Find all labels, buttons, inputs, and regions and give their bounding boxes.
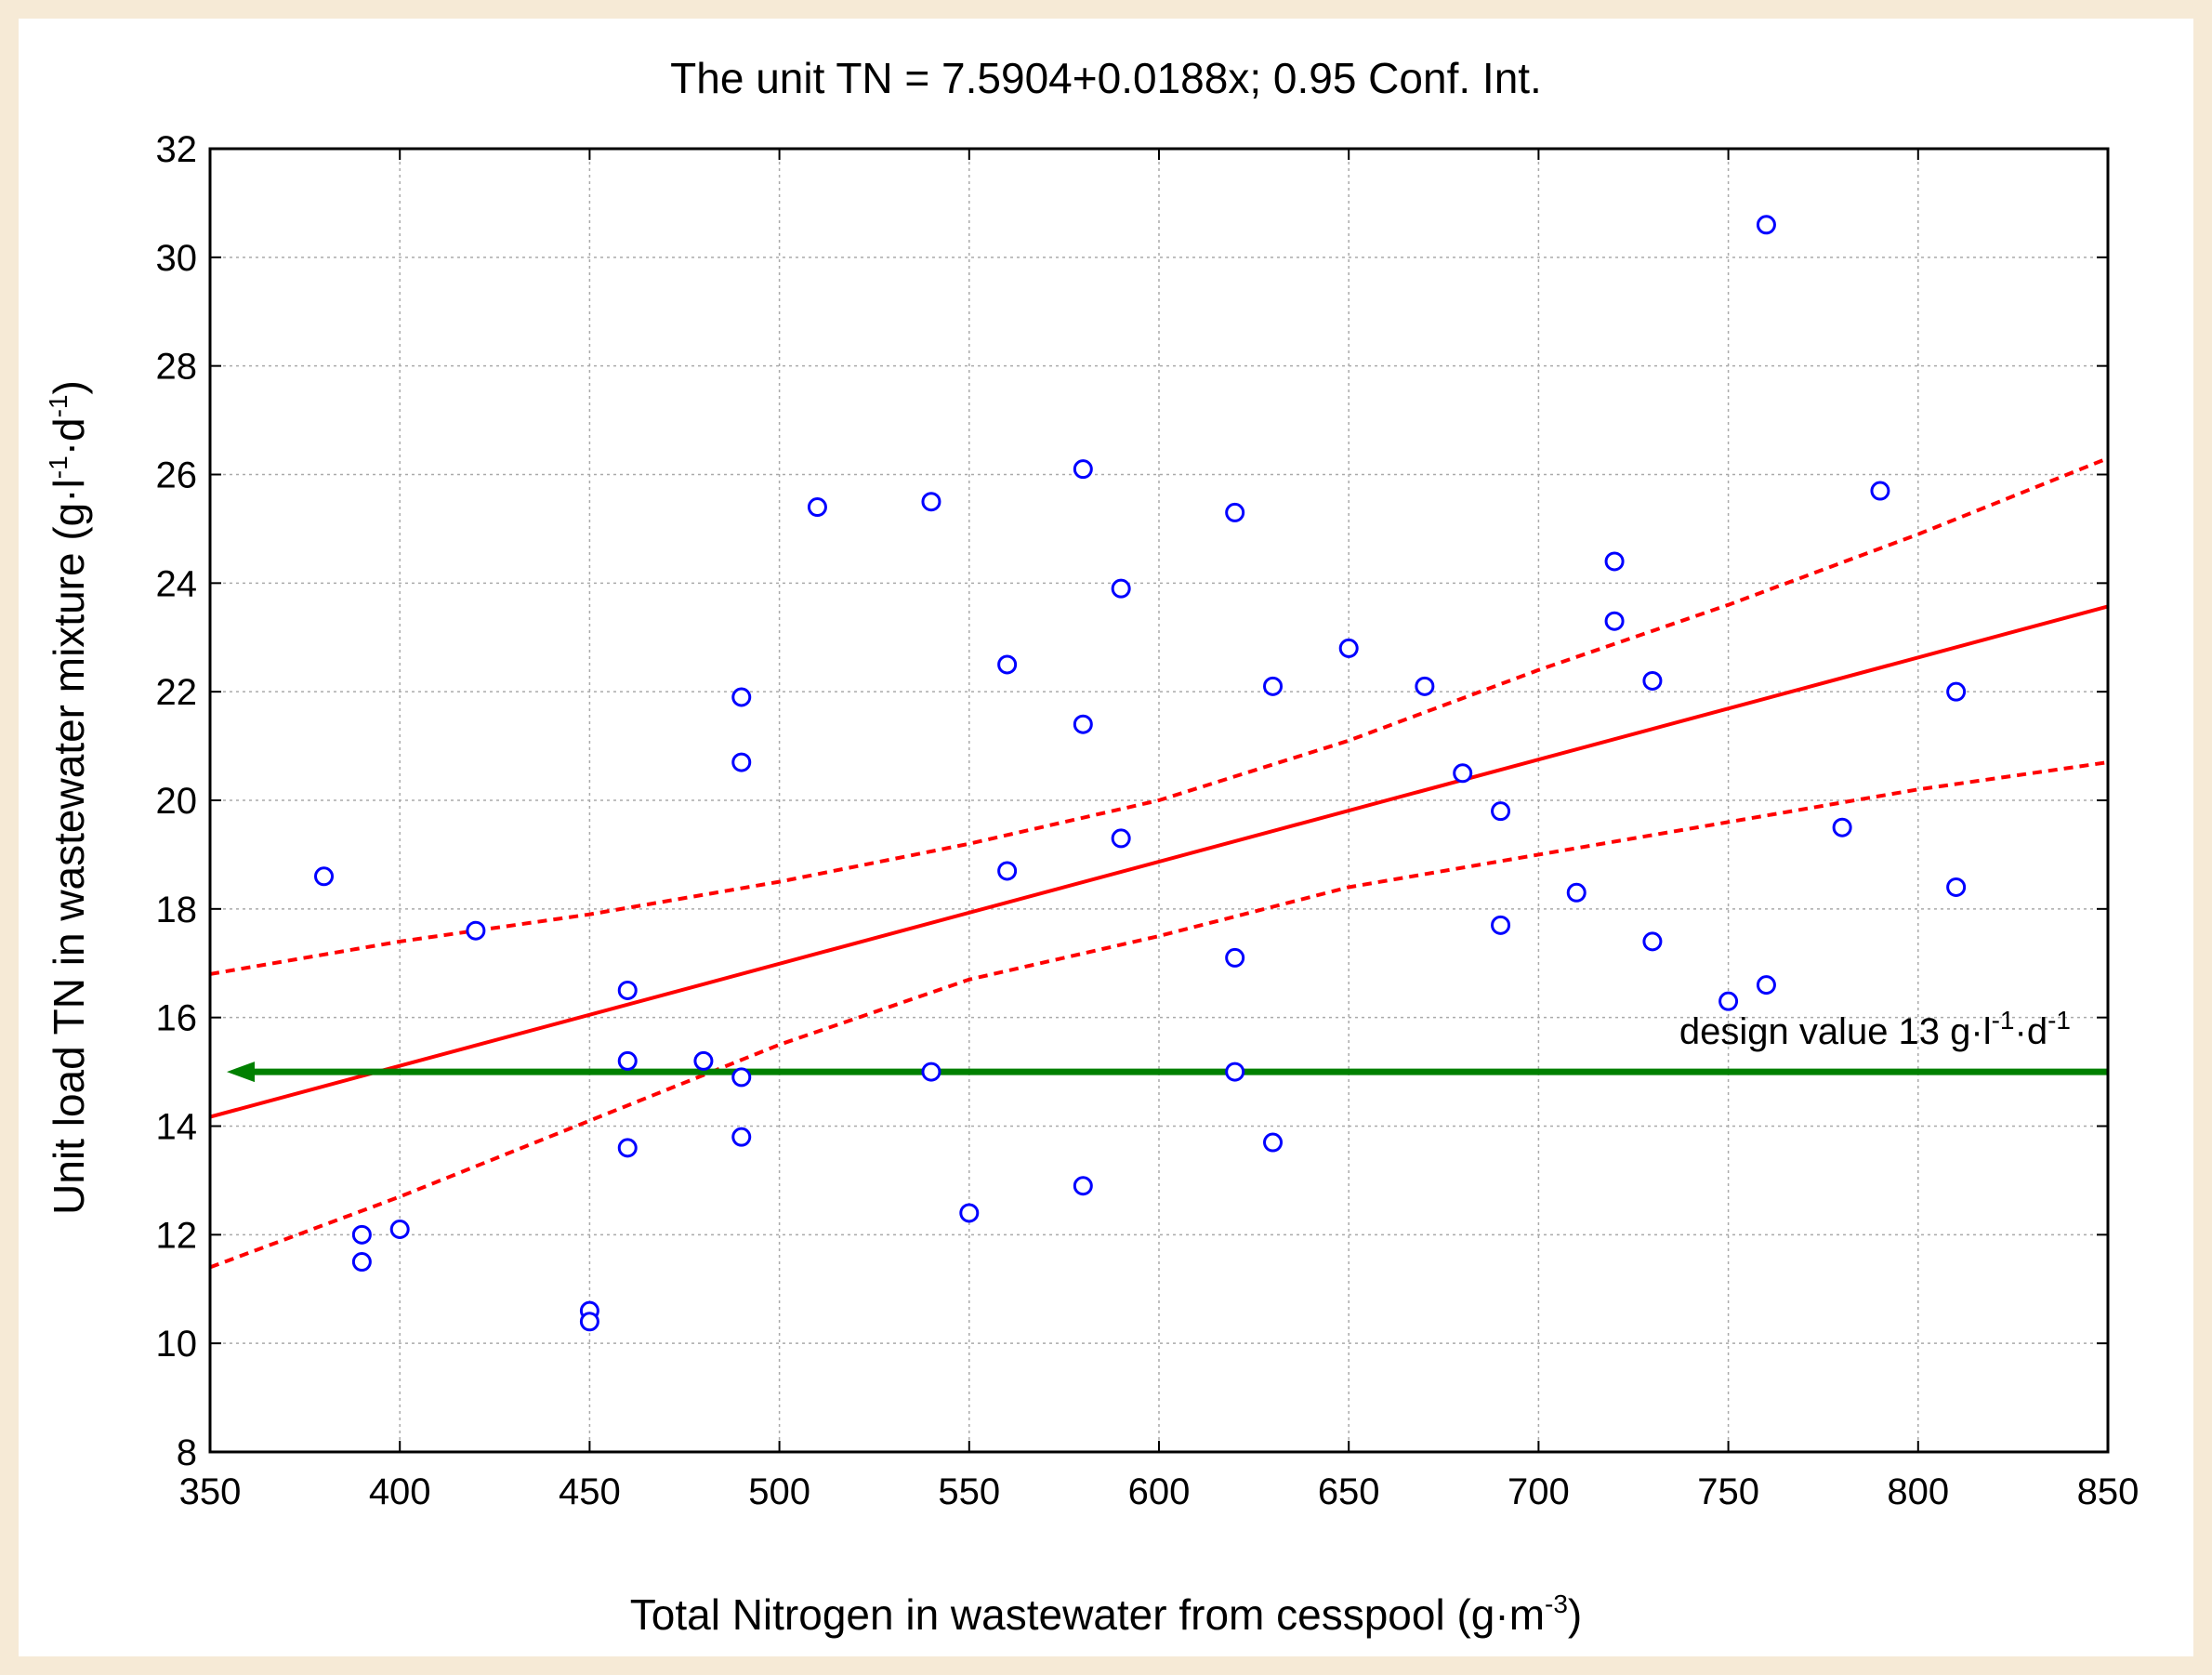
data-point <box>921 1062 941 1082</box>
y-axis-title-sup2: -1 <box>44 394 72 417</box>
data-point <box>1946 877 1967 897</box>
data-point <box>921 492 941 512</box>
data-point <box>1491 801 1511 822</box>
chart-frame: 350 400 450 500 550 600 650 700 750 800 850 8 10 12 1… <box>19 19 2193 1656</box>
data-point <box>731 1127 752 1147</box>
data-point <box>731 752 752 772</box>
x-tick-label: 600 <box>1128 1471 1191 1512</box>
data-point <box>1832 817 1852 838</box>
chart-title: The unit TN = 7.5904+0.0188x; 0.95 Conf.… <box>670 54 1542 102</box>
data-point <box>1111 578 1131 599</box>
y-axis-title-close: ) <box>45 380 93 394</box>
regression-line <box>209 604 2109 1119</box>
data-point <box>1111 828 1131 849</box>
y-tick-label: 22 <box>156 672 198 713</box>
data-point <box>1225 1062 1245 1082</box>
data-point <box>1642 931 1663 952</box>
y-tick-label: 12 <box>156 1215 198 1256</box>
design-value-label-mid: ·d <box>2015 1011 2048 1052</box>
y-axis-ticks: 8 10 12 14 16 18 20 22 24 26 28 30 32 <box>156 129 2108 1473</box>
data-point <box>617 1050 638 1071</box>
data-point <box>807 497 827 518</box>
y-tick-label: 18 <box>156 890 198 930</box>
x-tick-label: 800 <box>1887 1471 1949 1512</box>
data-point <box>1453 763 1473 784</box>
y-tick-label: 24 <box>156 563 198 604</box>
y-tick-label: 20 <box>156 781 198 822</box>
data-point <box>1225 502 1245 522</box>
y-axis-title-prefix: Unit load TN in wastewater mixture (g·l <box>45 479 93 1215</box>
x-axis-title: Total Nitrogen in wastewater from cesspo… <box>630 1589 1583 1639</box>
data-point <box>731 1067 752 1088</box>
data-point <box>997 861 1018 881</box>
x-axis-title-close: ) <box>1568 1590 1582 1639</box>
data-point <box>959 1203 980 1223</box>
data-point <box>1604 611 1625 631</box>
design-value-label: design value 13 g·l-1·d-1 <box>1679 1006 2071 1052</box>
data-point <box>1870 481 1890 501</box>
data-point <box>1946 681 1967 702</box>
data-point <box>1073 714 1093 734</box>
x-tick-label: 400 <box>369 1471 431 1512</box>
y-tick-label: 30 <box>156 238 198 279</box>
design-value-label-text: design value 13 g·l <box>1679 1011 1992 1052</box>
x-tick-label: 850 <box>2077 1471 2140 1512</box>
y-tick-label: 8 <box>177 1432 197 1473</box>
data-point <box>1604 551 1625 572</box>
data-point <box>351 1224 372 1245</box>
data-point <box>1073 1176 1093 1196</box>
x-tick-label: 350 <box>179 1471 242 1512</box>
data-point <box>997 654 1018 675</box>
data-point <box>693 1050 714 1071</box>
data-point <box>1073 459 1093 480</box>
data-point <box>314 866 335 887</box>
x-tick-label: 700 <box>1508 1471 1570 1512</box>
data-point <box>1338 638 1359 658</box>
data-point <box>351 1252 372 1273</box>
regression-layer <box>209 604 2109 1119</box>
design-value-layer <box>227 1062 2108 1083</box>
data-point <box>1263 1132 1284 1153</box>
x-axis-title-sup: -3 <box>1545 1589 1568 1618</box>
data-point <box>1566 882 1587 903</box>
data-point <box>731 687 752 707</box>
x-tick-label: 450 <box>559 1471 621 1512</box>
y-axis-title-mid: ·d <box>45 417 93 455</box>
data-point <box>1491 915 1511 935</box>
x-tick-label: 500 <box>748 1471 810 1512</box>
design-value-label-sup1: -1 <box>1992 1006 2015 1035</box>
data-point <box>1263 676 1284 696</box>
data-points <box>314 215 1967 1332</box>
x-axis-ticks: 350 400 450 500 550 600 650 700 750 800 850 <box>179 149 2140 1512</box>
data-point <box>1225 947 1245 968</box>
y-tick-label: 26 <box>156 455 198 496</box>
design-value-arrow <box>227 1062 255 1083</box>
y-tick-label: 10 <box>156 1324 198 1365</box>
confidence-interval-layer <box>209 456 2109 1270</box>
data-point <box>389 1219 410 1239</box>
x-axis-title-text: Total Nitrogen in wastewater from cesspo… <box>630 1590 1545 1639</box>
data-point <box>1718 991 1739 1011</box>
y-tick-label: 16 <box>156 998 198 1039</box>
data-point <box>1756 215 1776 235</box>
x-tick-label: 650 <box>1318 1471 1380 1512</box>
y-tick-label: 14 <box>156 1107 198 1148</box>
y-axis-title-sup1: -1 <box>44 455 72 479</box>
x-tick-label: 550 <box>938 1471 1000 1512</box>
y-tick-label: 28 <box>156 347 198 388</box>
data-point <box>1415 676 1435 696</box>
data-point <box>1756 975 1776 996</box>
y-tick-label: 32 <box>156 129 198 170</box>
y-axis-title: Unit load TN in wastewater mixture (g·l-… <box>44 380 93 1215</box>
confidence-band-upper <box>209 456 2109 976</box>
data-point <box>1642 670 1663 691</box>
design-value-label-sup2: -1 <box>2047 1006 2071 1035</box>
scatter-chart: 350 400 450 500 550 600 650 700 750 800 850 8 10 12 1… <box>44 54 2140 1639</box>
data-point <box>617 1138 638 1158</box>
data-point <box>617 980 638 1000</box>
confidence-band-lower <box>209 760 2109 1270</box>
x-tick-label: 750 <box>1697 1471 1759 1512</box>
data-point <box>466 920 486 941</box>
data-point <box>579 1312 599 1332</box>
